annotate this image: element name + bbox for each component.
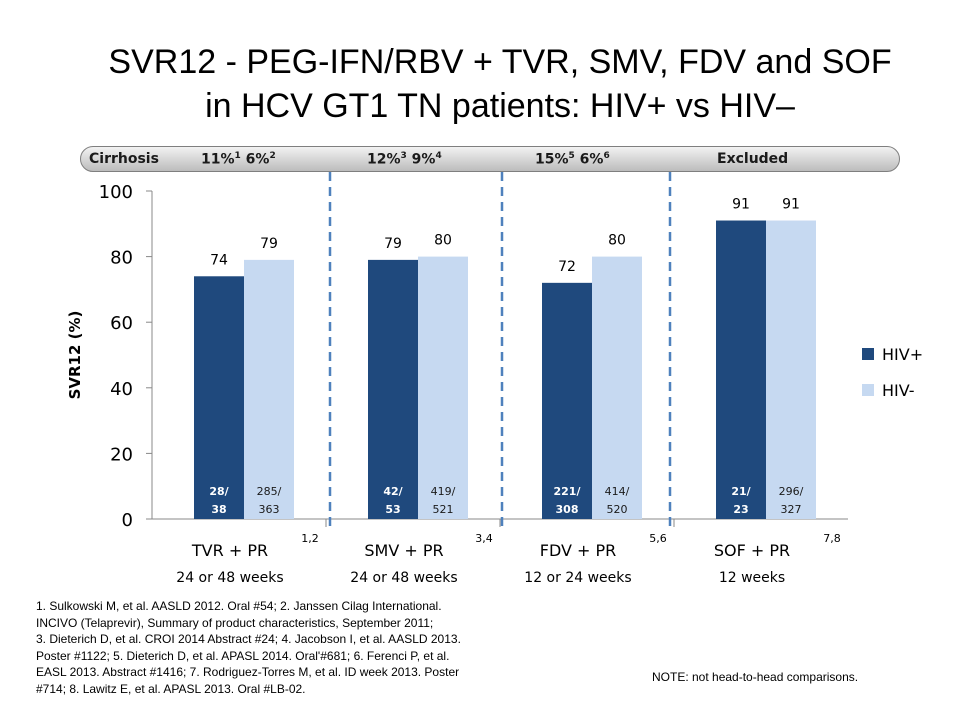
duration-label: 12 or 24 weeks [524, 570, 631, 586]
cirrhosis-banner: Cirrhosis 11%1 6%2 12%3 9%4 15%5 6%6 Exc… [80, 146, 900, 172]
bar-hiv-positive [542, 282, 592, 519]
y-tick-label: 100 [99, 182, 133, 203]
patient-count-label: 414/ [605, 485, 630, 498]
patient-count-label: 42/ [383, 485, 403, 498]
y-tick-label: 0 [122, 510, 133, 531]
cirrhosis-group-4: Excluded [717, 151, 789, 167]
bar-value-label: 72 [558, 259, 576, 275]
patient-count-label: 363 [259, 503, 280, 516]
legend-swatch [862, 384, 874, 396]
patient-count-label: 221/ [554, 485, 582, 498]
bar-value-label: 79 [384, 236, 402, 252]
patient-count-label: 53 [385, 503, 400, 516]
bar-value-label: 91 [782, 197, 800, 213]
reference-superscript: 5,6 [649, 532, 667, 545]
reference-line: 1. Sulkowski M, et al. AASLD 2012. Oral … [36, 599, 442, 613]
bar-value-label: 80 [434, 233, 452, 249]
bar-hiv-positive [368, 259, 418, 519]
legend-label: HIV+ [882, 345, 923, 364]
reference-superscript: 3,4 [475, 532, 493, 545]
category-label: SMV + PR [364, 541, 443, 560]
slide-title: SVR12 - PEG-IFN/RBV + TVR, SMV, FDV and … [0, 40, 960, 128]
patient-count-label: 38 [211, 503, 226, 516]
title-line-2: in HCV GT1 TN patients: HIV+ vs HIV– [205, 87, 795, 125]
patient-count-label: 28/ [209, 485, 229, 498]
cirrhosis-label: Cirrhosis [89, 151, 159, 167]
legend-swatch [862, 348, 874, 360]
category-label: SOF + PR [714, 541, 790, 560]
y-axis-title: SVR12 (%) [66, 311, 84, 400]
patient-count-label: 419/ [431, 485, 456, 498]
y-tick-label: 60 [110, 313, 133, 334]
cirrhosis-group-2: 12%3 9%4 [367, 151, 442, 168]
reference-line: 3. Dieterich D, et al. CROI 2014 Abstrac… [36, 632, 461, 646]
patient-count-label: 521 [433, 503, 454, 516]
reference-line: Poster #1122; 5. Dieterich D, et al. APA… [36, 648, 450, 663]
bar-value-label: 91 [732, 197, 750, 213]
bar-value-label: 80 [608, 233, 626, 249]
patient-count-label: 21/ [731, 485, 751, 498]
patient-count-label: 23 [733, 503, 748, 516]
duration-label: 24 or 48 weeks [350, 570, 457, 586]
reference-line: INCIVO (Telaprevir), Summary of product … [36, 615, 434, 630]
y-tick-label: 20 [110, 444, 133, 465]
reference-line: EASL 2013. Abstract #1416; 7. Rodriguez-… [36, 665, 460, 679]
reference-superscript: 7,8 [823, 532, 841, 545]
references: 1. Sulkowski M, et al. AASLD 2012. Oral … [36, 598, 596, 697]
patient-count-label: 296/ [779, 485, 804, 498]
cirrhosis-group-3: 15%5 6%6 [535, 151, 610, 168]
comparison-note: NOTE: not head-to-head comparisons. [652, 670, 859, 684]
y-tick-label: 80 [110, 248, 133, 269]
patient-count-label: 285/ [257, 485, 282, 498]
title-line-1: SVR12 - PEG-IFN/RBV + TVR, SMV, FDV and … [108, 43, 892, 81]
y-tick-label: 40 [110, 379, 133, 400]
reference-superscript: 1,2 [301, 532, 319, 545]
duration-label: 12 weeks [719, 570, 785, 586]
bar-hiv-negative [592, 256, 642, 519]
bar-hiv-negative [766, 220, 816, 519]
reference-line: #714; 8. Lawitz E, et al. APASL 2013. Or… [36, 681, 306, 696]
category-label: TVR + PR [191, 541, 268, 560]
category-label: FDV + PR [540, 541, 617, 560]
bar-hiv-positive [194, 276, 244, 519]
patient-count-label: 327 [781, 503, 802, 516]
bar-value-label: 79 [260, 236, 278, 252]
bar-hiv-negative [244, 259, 294, 519]
bar-hiv-negative [418, 256, 468, 519]
bar-value-label: 74 [210, 252, 228, 268]
bar-hiv-positive [716, 220, 766, 519]
legend-label: HIV- [882, 381, 915, 400]
cirrhosis-group-1: 11%1 6%2 [201, 151, 276, 168]
patient-count-label: 308 [556, 503, 579, 516]
svr12-bar-chart: 0 20 40 60 80 100 SVR12 (%) 74 28/38 79 285/363 TVR… [66, 172, 923, 586]
duration-label: 24 or 48 weeks [176, 570, 283, 586]
patient-count-label: 520 [607, 503, 628, 516]
